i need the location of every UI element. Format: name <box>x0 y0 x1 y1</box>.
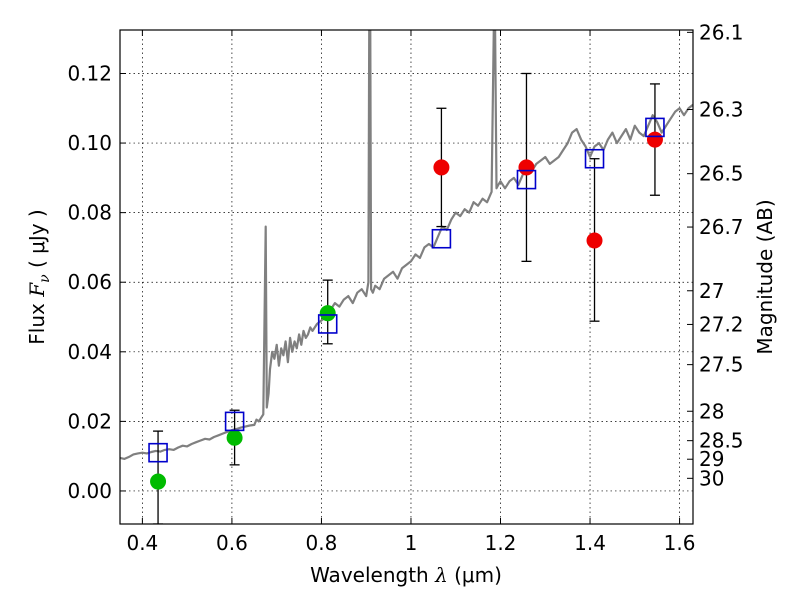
mag-tick-label: 28 <box>699 399 724 423</box>
y-tick-label: 0.02 <box>67 409 112 433</box>
x-tick-label: 0.4 <box>126 531 158 555</box>
mag-tick-label: 29 <box>699 447 724 471</box>
observed-point-marker <box>586 232 603 249</box>
model-square-marker <box>148 442 168 463</box>
mag-tick-label: 26.1 <box>699 20 744 44</box>
mag-tick-label: 27 <box>699 279 724 303</box>
mag-tick-label: 30 <box>699 466 724 490</box>
x-tick-label: 1.4 <box>574 531 606 555</box>
observed-point-marker <box>518 159 535 176</box>
observed-point-marker <box>150 473 167 490</box>
mag-tick-label: 26.7 <box>699 215 744 239</box>
model-square-marker <box>584 148 605 169</box>
y2-axis-label: Magnitude (AB) <box>753 199 777 354</box>
x-tick-label: 1 <box>405 531 418 555</box>
plot-frame <box>119 29 694 525</box>
mag-tick-label: 27.5 <box>699 353 744 377</box>
model-square-marker <box>224 411 245 432</box>
x-tick-label: 1.6 <box>664 531 696 555</box>
x-tick-label: 0.8 <box>306 531 338 555</box>
mag-tick-label: 26.3 <box>699 97 744 121</box>
mag-tick-label: 27.2 <box>699 312 744 336</box>
observed-point-marker <box>319 305 336 322</box>
y-tick-label: 0.00 <box>67 479 112 503</box>
model-square-marker <box>317 314 338 334</box>
model-square-marker <box>645 117 665 138</box>
x-axis-label: Wavelength λ (μm) <box>310 563 502 587</box>
mag-tick-label: 26.5 <box>699 162 744 186</box>
observed-point-marker <box>646 131 663 148</box>
model-square-marker <box>431 228 452 249</box>
observed-point-marker <box>433 159 450 176</box>
y-tick-label: 0.04 <box>67 340 112 364</box>
y-tick-label: 0.10 <box>67 131 112 155</box>
y-axis-label: Flux Fν ( μJy ) <box>25 209 53 344</box>
x-tick-label: 1.2 <box>485 531 517 555</box>
y-tick-label: 0.06 <box>67 270 112 294</box>
axis-ticks: 0.4 0.6 0.8 1 1.2 1.4 1.6 0.00 0.02 0.04 0.06 0.08 0… <box>67 20 743 555</box>
x-tick-label: 0.6 <box>216 531 248 555</box>
y-tick-label: 0.08 <box>67 201 112 225</box>
mag-tick-label: 28.5 <box>699 429 744 453</box>
grid <box>120 30 693 524</box>
y-tick-label: 0.12 <box>67 61 112 85</box>
observed-point-marker <box>226 429 243 446</box>
data-markers <box>148 117 665 490</box>
model-square-marker <box>516 169 537 190</box>
